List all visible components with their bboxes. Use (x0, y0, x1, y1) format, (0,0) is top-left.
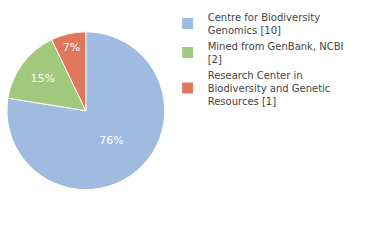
svg-text:76%: 76% (99, 134, 123, 147)
svg-text:Mined from GenBank, NCBI[2]: Mined from GenBank, NCBI[2] (208, 41, 344, 65)
svg-text:7%: 7% (63, 41, 80, 54)
svg-text:Centre for BiodiversityGenomic: Centre for BiodiversityGenomics [10] (208, 12, 321, 36)
svg-text:15%: 15% (30, 72, 54, 85)
svg-text:Research Center inBiodiversity: Research Center inBiodiversity and Genet… (208, 70, 331, 107)
